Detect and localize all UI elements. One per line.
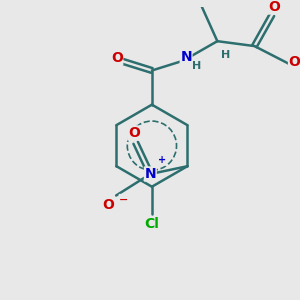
Text: −: − bbox=[119, 194, 129, 204]
Text: N: N bbox=[145, 167, 156, 181]
Text: O: O bbox=[102, 198, 114, 212]
Text: H: H bbox=[192, 61, 202, 70]
Text: O: O bbox=[289, 55, 300, 69]
Text: O: O bbox=[111, 51, 123, 65]
Text: Cl: Cl bbox=[145, 217, 159, 231]
Text: H: H bbox=[220, 50, 230, 60]
Text: O: O bbox=[268, 0, 280, 14]
Text: N: N bbox=[180, 50, 192, 64]
Text: +: + bbox=[158, 155, 166, 165]
Text: O: O bbox=[128, 126, 140, 140]
